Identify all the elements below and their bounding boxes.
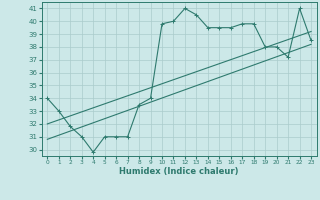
X-axis label: Humidex (Indice chaleur): Humidex (Indice chaleur) [119,167,239,176]
